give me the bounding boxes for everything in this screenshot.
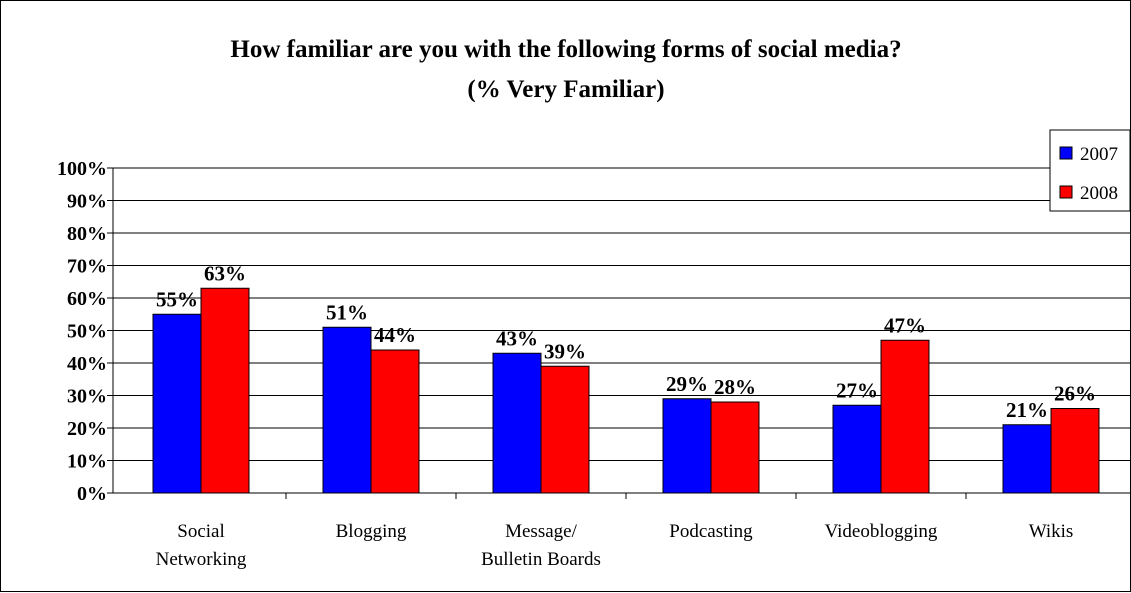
bar-2008-1 <box>200 287 250 494</box>
x-tick-label: Wikis <box>1029 521 1074 542</box>
chart-title: How familiar are you with the following … <box>230 36 901 63</box>
x-tick-label: Social <box>177 521 225 542</box>
y-tick-label: 20% <box>67 418 107 440</box>
data-label-2008-4: 28% <box>714 375 756 399</box>
x-tick-label: Blogging <box>336 521 407 542</box>
y-tick-label: 60% <box>67 288 107 310</box>
y-tick-label: 40% <box>67 353 107 375</box>
data-label-2007-1: 55% <box>156 287 198 311</box>
bar-2007-2 <box>322 326 372 494</box>
data-label-2008-5: 47% <box>884 313 926 337</box>
data-label-2007-4: 29% <box>666 372 708 396</box>
data-label-2007-2: 51% <box>326 300 368 324</box>
data-label-2007-5: 27% <box>836 378 878 402</box>
bar-2008-2 <box>370 349 420 494</box>
legend-label-2008: 2008 <box>1080 183 1118 204</box>
y-tick-label: 80% <box>67 223 107 245</box>
legend-label-2007: 2007 <box>1080 144 1118 165</box>
chart-subtitle: (% Very Familiar) <box>467 76 664 103</box>
bar-2008-4 <box>710 401 760 494</box>
bar-2007-6 <box>1002 424 1052 494</box>
legend-swatch-2008 <box>1059 185 1073 199</box>
legend: 2007 2008 <box>1049 129 1131 212</box>
y-tick-label: 90% <box>67 191 107 213</box>
bar-2007-1 <box>152 313 202 494</box>
y-tick-label: 10% <box>67 451 107 473</box>
y-tick-label: 70% <box>67 256 107 278</box>
bar-2008-6 <box>1050 408 1100 494</box>
data-label-2007-6: 21% <box>1006 398 1048 422</box>
y-tick-label: 100% <box>57 158 107 180</box>
x-axis-tick-labels: Social Networking Blogging Message/Bulletin… <box>156 521 1074 570</box>
y-tick-label: 50% <box>67 321 107 343</box>
data-label-2008-1: 63% <box>204 261 246 285</box>
data-label-2008-3: 39% <box>544 339 586 363</box>
data-label-2008-2: 44% <box>374 323 416 347</box>
data-label-2007-3: 43% <box>496 326 538 350</box>
x-tick-label: Podcasting <box>669 521 753 542</box>
legend-swatch-2007 <box>1059 146 1073 160</box>
gridlines <box>113 167 1131 461</box>
y-tick-label: 30% <box>67 386 107 408</box>
data-label-2008-6: 26% <box>1054 382 1096 406</box>
bar-2008-5 <box>880 339 930 494</box>
bars <box>152 287 1100 494</box>
x-tick-label: Message/ <box>505 521 577 542</box>
bar-2007-5 <box>832 404 882 494</box>
x-tick-label: Videoblogging <box>825 521 938 542</box>
y-tick-label: 0% <box>77 483 107 505</box>
bar-2008-3 <box>540 365 590 494</box>
data-labels: 55%63% 51%44% 43%39% 29% 28% 27% 47% 21%26% <box>156 261 1096 422</box>
bar-2007-4 <box>662 398 712 494</box>
bar-2007-3 <box>492 352 542 494</box>
x-tick-label: Bulletin Boards <box>481 549 601 570</box>
x-tick-label: Networking <box>156 549 247 570</box>
axes <box>107 167 1131 499</box>
y-axis-tick-labels: 0% 10% 20% 30% 40% 50% 60% 70% 80% 90% 100% <box>57 158 107 505</box>
